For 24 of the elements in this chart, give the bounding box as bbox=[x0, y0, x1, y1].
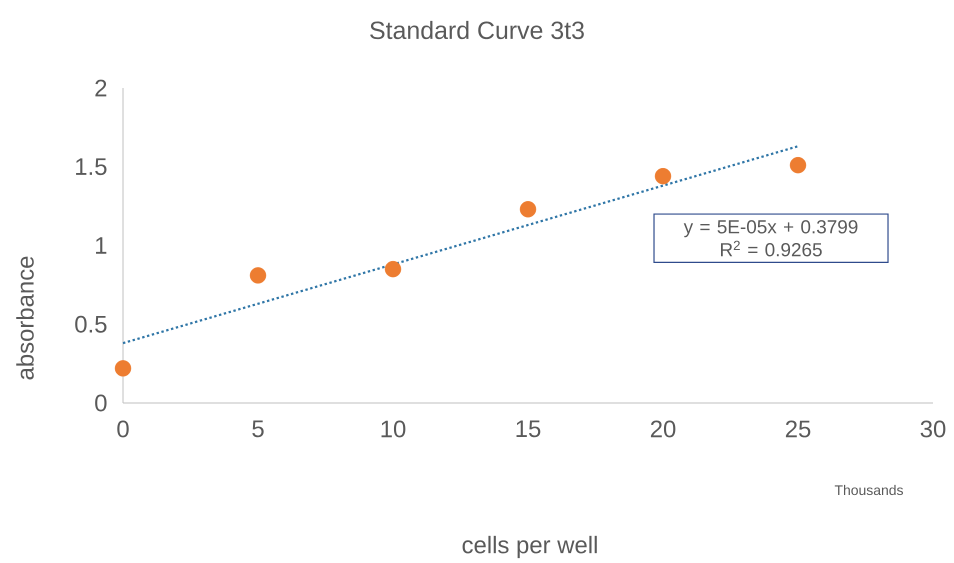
y-axis-title: absorbance bbox=[16, 256, 34, 380]
annotation: y = 5E-05x + 0.3799 bbox=[684, 220, 858, 238]
point bbox=[114, 360, 132, 377]
x-tick-label: 10 bbox=[382, 420, 406, 438]
chart-title: Standard Curve 3t3 bbox=[370, 20, 584, 40]
point bbox=[520, 201, 536, 218]
text: Thousands bbox=[834, 484, 903, 496]
x-tick-label: 15 bbox=[516, 420, 540, 438]
y-tick-label: 1 bbox=[96, 237, 106, 254]
x-tick-label: 5 bbox=[252, 420, 264, 438]
point bbox=[790, 156, 806, 174]
y-tick-label: 0 bbox=[95, 394, 107, 412]
x-axis-title: cells per well bbox=[462, 536, 597, 558]
y-tick-label: 2 bbox=[95, 80, 106, 96]
point bbox=[250, 267, 266, 284]
point bbox=[384, 260, 402, 278]
y-tick-label: 0.5 bbox=[75, 316, 106, 333]
x-tick-label: 20 bbox=[650, 420, 676, 438]
y-tick-label: 1.5 bbox=[76, 158, 106, 176]
x-tick-label: 25 bbox=[786, 420, 810, 438]
x-tick-label: 0 bbox=[117, 420, 129, 438]
point bbox=[654, 168, 672, 184]
x-tick-label: 30 bbox=[920, 420, 946, 438]
annotation: R$^{2}$ = 0.9265 bbox=[721, 240, 822, 256]
